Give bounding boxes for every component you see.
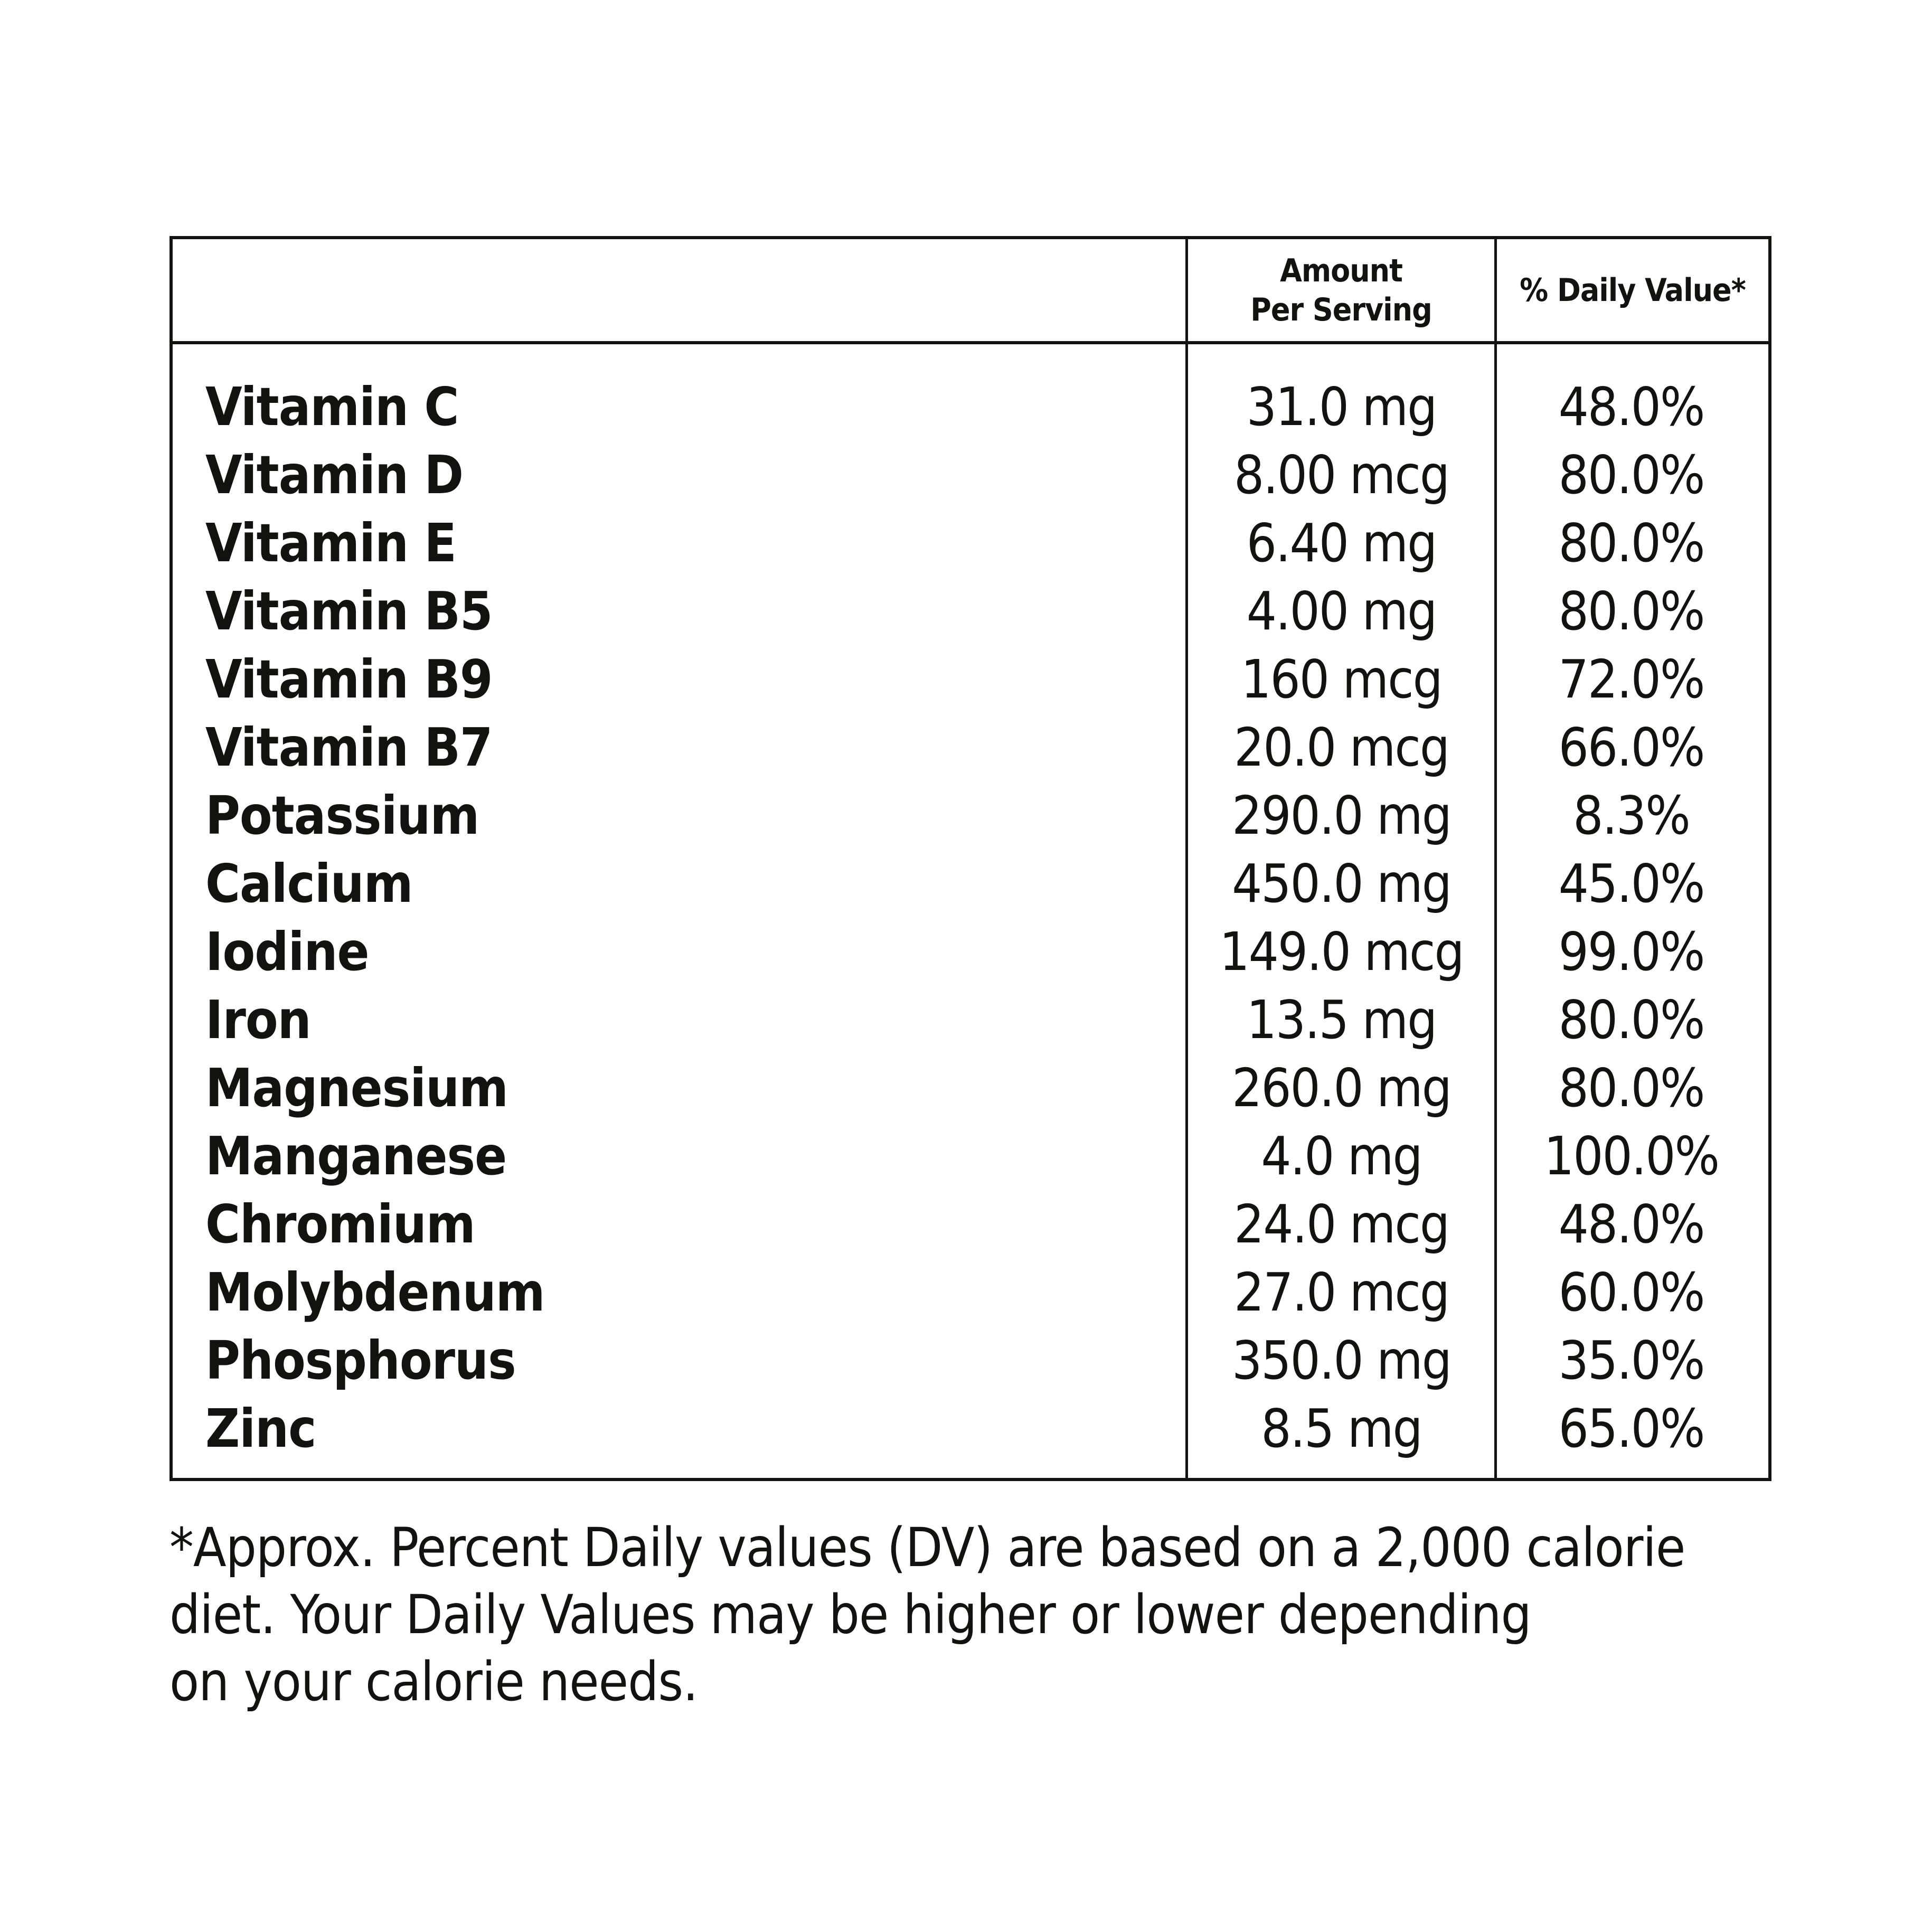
table-row: Calcium 450.0 mg 45.0% xyxy=(173,850,1768,918)
daily-value: 35.0% xyxy=(1558,1330,1705,1391)
daily-value: 45.0% xyxy=(1558,853,1705,915)
table-row: Phosphorus 350.0 mg 35.0% xyxy=(173,1326,1768,1394)
daily-value: 72.0% xyxy=(1558,648,1705,710)
amount-value: 350.0 mg xyxy=(1232,1330,1452,1391)
nutrient-name: Magnesium xyxy=(205,1057,508,1119)
header-amount-line2: Per Serving xyxy=(1250,291,1432,328)
nutrient-name: Phosphorus xyxy=(205,1330,516,1391)
amount-value: 4.0 mg xyxy=(1261,1125,1422,1187)
daily-value: 60.0% xyxy=(1558,1261,1705,1323)
table-row: Chromium 24.0 mcg 48.0% xyxy=(173,1190,1768,1258)
footnote-line: diet. Your Daily Values may be higher or… xyxy=(169,1584,1532,1646)
daily-value: 100.0% xyxy=(1544,1125,1720,1187)
column-divider-amount xyxy=(1185,239,1188,1478)
table-row: Iron 13.5 mg 80.0% xyxy=(173,986,1768,1054)
table-row: Potassium 290.0 mg 8.3% xyxy=(173,781,1768,850)
amount-value: 260.0 mg xyxy=(1232,1057,1452,1119)
table-row: Vitamin B5 4.00 mg 80.0% xyxy=(173,577,1768,645)
table-row: Manganese 4.0 mg 100.0% xyxy=(173,1122,1768,1190)
nutrient-name: Vitamin B5 xyxy=(205,580,493,642)
table-row: Vitamin C 31.0 mg 48.0% xyxy=(173,373,1768,441)
header-amount-line1: Amount xyxy=(1280,252,1403,289)
nutrient-name: Vitamin E xyxy=(205,512,457,574)
daily-value: 48.0% xyxy=(1558,1193,1705,1255)
daily-value-footnote: *Approx. Percent Daily values (DV) are b… xyxy=(169,1514,1685,1716)
nutrient-name: Iron xyxy=(205,989,312,1051)
amount-value: 290.0 mg xyxy=(1232,785,1452,846)
daily-value: 80.0% xyxy=(1558,1057,1705,1119)
nutrient-name: Calcium xyxy=(205,853,413,915)
nutrient-name: Vitamin D xyxy=(205,444,464,506)
daily-value: 65.0% xyxy=(1558,1398,1705,1459)
nutrient-name: Vitamin B9 xyxy=(205,648,493,710)
footnote-line: *Approx. Percent Daily values (DV) are b… xyxy=(169,1516,1685,1579)
daily-value: 8.3% xyxy=(1573,785,1691,846)
nutrition-facts-table: Amount Per Serving % Daily Value* Vitami… xyxy=(169,236,1771,1481)
table-row: Vitamin B9 160 mcg 72.0% xyxy=(173,645,1768,713)
amount-value: 6.40 mg xyxy=(1246,512,1438,574)
table-row: Zinc 8.5 mg 65.0% xyxy=(173,1394,1768,1463)
nutrient-name: Manganese xyxy=(205,1125,507,1187)
daily-value: 48.0% xyxy=(1558,376,1705,438)
daily-value: 80.0% xyxy=(1558,580,1705,642)
daily-value: 80.0% xyxy=(1558,444,1705,506)
header-daily-value: % Daily Value* xyxy=(1497,239,1768,341)
daily-value: 99.0% xyxy=(1558,921,1705,983)
header-daily-value-label: % Daily Value* xyxy=(1520,271,1746,309)
table-row: Molybdenum 27.0 mcg 60.0% xyxy=(173,1258,1768,1326)
amount-value: 24.0 mcg xyxy=(1233,1193,1450,1255)
column-divider-daily-value xyxy=(1494,239,1497,1478)
amount-value: 160 mcg xyxy=(1241,648,1443,710)
table-header-row: Amount Per Serving % Daily Value* xyxy=(173,239,1768,344)
table-row: Vitamin B7 20.0 mcg 66.0% xyxy=(173,713,1768,781)
daily-value: 66.0% xyxy=(1558,717,1705,778)
table-body: Vitamin C 31.0 mg 48.0% Vitamin D 8.00 m… xyxy=(173,344,1768,1478)
footnote-line: on your calorie needs. xyxy=(169,1651,698,1713)
nutrient-name: Molybdenum xyxy=(205,1261,545,1323)
nutrient-name: Zinc xyxy=(205,1398,316,1459)
daily-value: 80.0% xyxy=(1558,512,1705,574)
amount-value: 8.5 mg xyxy=(1261,1398,1422,1459)
amount-value: 450.0 mg xyxy=(1232,853,1452,915)
amount-value: 149.0 mcg xyxy=(1219,921,1464,983)
daily-value: 80.0% xyxy=(1558,989,1705,1051)
amount-value: 4.00 mg xyxy=(1246,580,1438,642)
table-row: Iodine 149.0 mcg 99.0% xyxy=(173,918,1768,986)
amount-value: 13.5 mg xyxy=(1246,989,1438,1051)
amount-value: 8.00 mcg xyxy=(1233,444,1450,506)
table-row: Vitamin D 8.00 mcg 80.0% xyxy=(173,441,1768,509)
amount-value: 27.0 mcg xyxy=(1233,1261,1450,1323)
header-amount-per-serving: Amount Per Serving xyxy=(1188,239,1494,341)
table-row: Magnesium 260.0 mg 80.0% xyxy=(173,1054,1768,1122)
nutrient-name: Vitamin C xyxy=(205,376,459,438)
nutrient-name: Potassium xyxy=(205,785,479,846)
nutrient-name: Chromium xyxy=(205,1193,476,1255)
amount-value: 31.0 mg xyxy=(1246,376,1438,438)
table-row: Vitamin E 6.40 mg 80.0% xyxy=(173,509,1768,577)
nutrient-name: Iodine xyxy=(205,921,370,983)
amount-value: 20.0 mcg xyxy=(1233,717,1450,778)
nutrient-name: Vitamin B7 xyxy=(205,717,493,778)
